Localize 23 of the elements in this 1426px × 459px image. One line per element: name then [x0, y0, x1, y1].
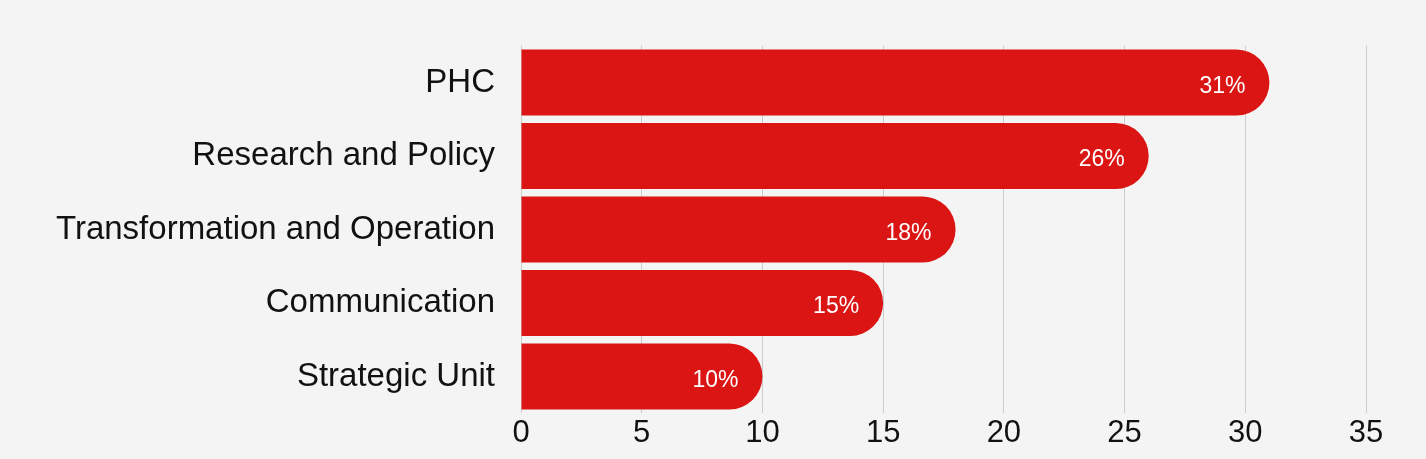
data-label: 10% — [692, 365, 739, 392]
data-label: 15% — [813, 292, 860, 319]
x-tick-label: 30 — [1228, 414, 1263, 450]
x-tick-label: 20 — [986, 414, 1022, 450]
bar — [521, 122, 1149, 190]
data-label: 18% — [885, 218, 932, 245]
x-tick-label: 25 — [1107, 414, 1142, 450]
y-tick-label: Communication — [265, 282, 496, 320]
y-tick-label: Transformation and Operation — [55, 208, 496, 246]
x-tick-label: 5 — [633, 414, 651, 450]
bar — [521, 343, 763, 410]
y-tick-label: Research and Policy — [192, 135, 496, 173]
bar — [521, 196, 956, 263]
y-tick-label: Strategic Unit — [296, 355, 496, 393]
x-tick-label: 15 — [865, 414, 901, 450]
data-label: 31% — [1199, 71, 1246, 98]
x-tick-label: 35 — [1348, 414, 1384, 450]
bar — [521, 49, 1270, 116]
y-tick-label: PHC — [425, 61, 496, 99]
x-tick-label: 0 — [512, 414, 530, 450]
bar — [521, 269, 884, 337]
x-tick-label: 10 — [745, 414, 780, 450]
data-label: 26% — [1078, 145, 1125, 172]
